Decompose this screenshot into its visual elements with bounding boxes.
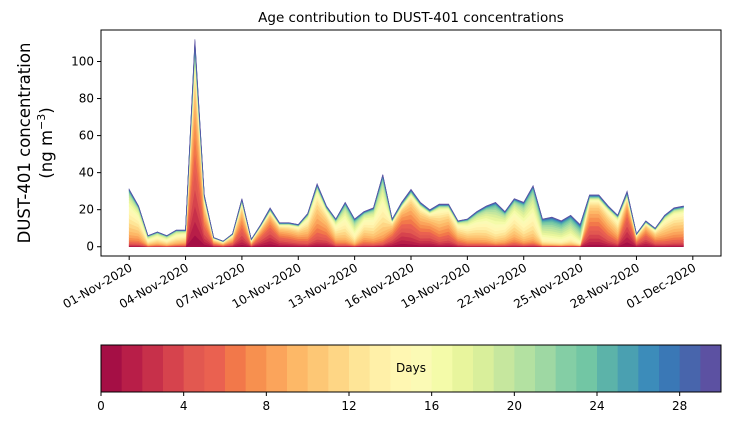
colorbar-tick-label: 24	[589, 399, 604, 413]
colorbar-swatch	[369, 345, 391, 392]
colorbar-swatch	[659, 345, 681, 392]
y-axis-label-unit: (ng m	[37, 130, 56, 179]
colorbar-swatch	[431, 345, 453, 392]
colorbar-swatch	[287, 345, 309, 392]
colorbar-tick-label: 8	[263, 399, 271, 413]
colorbar-tick-label: 12	[341, 399, 356, 413]
y-tick-label: 60	[79, 129, 94, 143]
colorbar-swatch	[266, 345, 288, 392]
colorbar-swatch	[617, 345, 639, 392]
x-axis: 01-Nov-202004-Nov-202007-Nov-202010-Nov-…	[60, 256, 698, 311]
y-tick-label: 100	[71, 54, 94, 68]
y-axis-label-exponent: −3	[35, 114, 48, 130]
y-axis-label-line1: DUST-401 concentration	[15, 43, 34, 244]
y-axis: 0 20 40 60 80 100	[71, 54, 101, 254]
colorbar-swatch	[514, 345, 536, 392]
colorbar-swatch	[245, 345, 267, 392]
chart-title: Age contribution to DUST-401 concentrati…	[258, 10, 564, 26]
colorbar-swatch	[349, 345, 371, 392]
colorbar-swatch	[700, 345, 722, 392]
colorbar	[101, 345, 722, 392]
colorbar-tick-label: 0	[97, 399, 105, 413]
colorbar-swatch	[204, 345, 226, 392]
colorbar-swatch	[555, 345, 577, 392]
colorbar-swatch	[163, 345, 185, 392]
colorbar-swatch	[121, 345, 143, 392]
area-age-29	[128, 39, 684, 242]
colorbar-frame	[100, 344, 722, 393]
y-tick-label: 0	[86, 240, 94, 254]
y-tick-label: 20	[79, 203, 94, 217]
colorbar-swatch	[535, 345, 557, 392]
y-tick-label: 40	[79, 166, 94, 180]
colorbar-tick-label: 28	[672, 399, 687, 413]
colorbar-label: Days	[396, 361, 426, 375]
colorbar-tick-label: 20	[507, 399, 522, 413]
colorbar-swatch	[473, 345, 495, 392]
y-axis-label-close: )	[37, 107, 56, 113]
colorbar-swatch	[597, 345, 619, 392]
colorbar-swatch	[493, 345, 515, 392]
colorbar-swatch	[638, 345, 660, 392]
colorbar-swatch	[142, 345, 164, 392]
colorbar-swatch	[390, 345, 412, 392]
colorbar-tick-label: 4	[180, 399, 188, 413]
colorbar-tick-label: 16	[424, 399, 439, 413]
y-axis-label-line2: (ng m−3)	[35, 107, 56, 178]
colorbar-swatch	[576, 345, 598, 392]
colorbar-swatch	[411, 345, 433, 392]
colorbar-swatch	[679, 345, 701, 392]
colorbar-ticks: 0 4 8 12 16 20 24 28	[97, 392, 687, 413]
colorbar-swatch	[225, 345, 247, 392]
colorbar-swatch	[328, 345, 350, 392]
y-tick-label: 80	[79, 92, 94, 106]
stacked-areas	[128, 39, 684, 248]
colorbar-swatch	[307, 345, 329, 392]
colorbar-swatch	[101, 345, 123, 392]
colorbar-swatch	[452, 345, 474, 392]
colorbar-swatch	[183, 345, 205, 392]
